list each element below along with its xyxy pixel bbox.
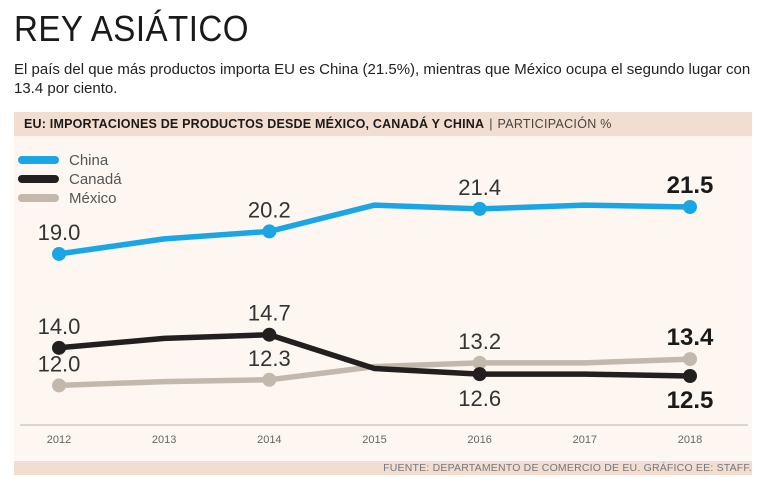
- data-point-mexico-2014: [262, 372, 277, 387]
- data-label-china-2016: 21.4: [458, 175, 501, 200]
- data-point-mexico-2018: [683, 352, 697, 367]
- x-tick-label-2014: 2014: [257, 434, 281, 446]
- data-label-mexico-2016: 13.2: [458, 329, 501, 354]
- chart-header-title: EU: IMPORTACIONES DE PRODUCTOS DESDE MÉX…: [24, 117, 485, 131]
- data-point-mexico-2016: [472, 355, 487, 370]
- series-line-canada: [56, 331, 693, 379]
- x-tick-label-2017: 2017: [573, 434, 597, 446]
- data-label-canada-2016: 12.6: [458, 386, 501, 411]
- data-labels: 19.0 20.2 21.4 21.5 14.0 14.7 12.6 12.5 12.0 12.3…: [38, 172, 714, 414]
- chart-header-band: EU: IMPORTACIONES DE PRODUCTOS DESDE MÉX…: [14, 112, 752, 136]
- x-tick-label-2012: 2012: [47, 434, 71, 446]
- chart-background: [14, 136, 752, 460]
- data-label-mexico-2018: 13.4: [667, 324, 714, 351]
- data-point-canada-2018: [683, 369, 697, 383]
- data-point-china-2018: [683, 200, 697, 214]
- chart-header-separator: |: [489, 117, 493, 131]
- legend-label-china: China: [69, 152, 109, 169]
- x-tick-label-2013: 2013: [152, 434, 176, 446]
- data-point-china-2016: [472, 201, 487, 216]
- data-point-canada-2016: [472, 367, 487, 382]
- data-point-canada-2014: [262, 327, 277, 342]
- legend-label-mexico: México: [69, 190, 117, 207]
- data-label-china-2014: 20.2: [248, 197, 291, 222]
- x-tick-label-2016: 2016: [467, 434, 491, 446]
- chart-header-unit: PARTICIPACIÓN %: [497, 117, 612, 131]
- x-tick-label-2015: 2015: [362, 434, 386, 446]
- footer-band: [14, 461, 752, 475]
- data-label-china-2012: 19.0: [38, 220, 81, 245]
- source-note: FUENTE: DEPARTAMENTO DE COMERCIO DE EU. …: [383, 462, 752, 474]
- x-tick-label-2018: 2018: [678, 434, 702, 446]
- data-point-mexico-2012: [52, 378, 66, 393]
- x-axis: 2012 2013 2014 2015 2016 2017 2018: [20, 424, 748, 446]
- chart-title: REY ASIÁTICO: [14, 8, 249, 49]
- data-label-canada-2018: 12.5: [667, 387, 714, 414]
- data-label-mexico-2014: 12.3: [248, 346, 291, 371]
- data-point-china-2014: [262, 224, 277, 239]
- data-point-canada-2012: [52, 340, 66, 355]
- series-lines: [52, 200, 697, 393]
- legend-label-canada: Canadá: [69, 171, 122, 188]
- series-line-china: [56, 202, 693, 257]
- data-label-mexico-2012: 12.0: [38, 351, 81, 376]
- data-point-china-2012: [52, 246, 66, 261]
- data-label-china-2018: 21.5: [667, 172, 714, 199]
- data-label-canada-2012: 14.0: [38, 314, 81, 339]
- legend: China Canadá México: [18, 152, 122, 207]
- chart-subtitle: El país del que más productos importa EU…: [14, 61, 751, 97]
- data-label-canada-2014: 14.7: [248, 301, 291, 326]
